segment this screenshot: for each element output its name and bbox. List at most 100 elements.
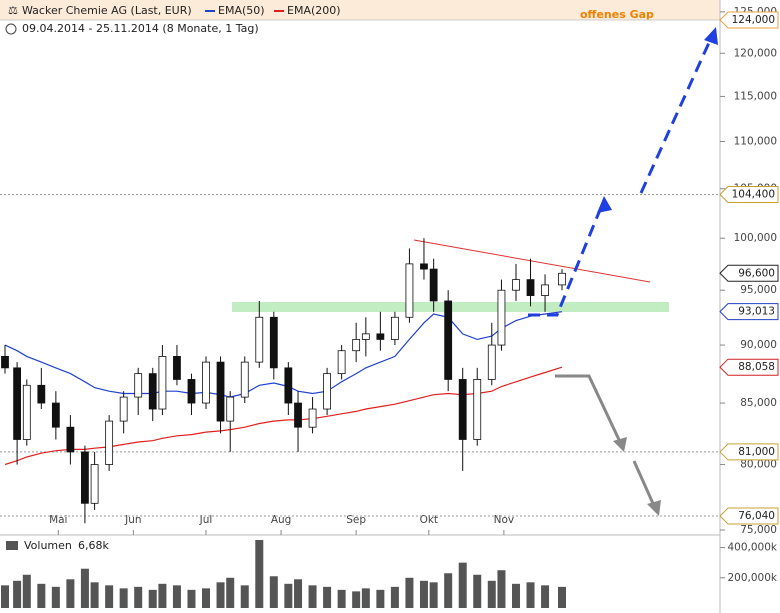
candle-body — [308, 408, 317, 428]
y-tick-label: 200,000k — [727, 572, 777, 584]
volume-bar — [526, 582, 535, 608]
arrow-head — [647, 500, 661, 516]
arrow-head — [613, 437, 627, 452]
price-label: 96,600 — [738, 267, 775, 279]
candle-body — [352, 339, 361, 352]
scenario-arrow — [555, 374, 623, 445]
x-tick-label: Mai — [49, 514, 67, 526]
candle-body — [216, 361, 225, 422]
ema-line — [4, 311, 563, 398]
annotation: offenes Gap — [580, 8, 654, 21]
candle-body — [269, 316, 278, 369]
scenario-arrow — [528, 204, 604, 317]
volume-bar — [216, 582, 225, 608]
price-label: 93,013 — [738, 306, 775, 318]
volume-bar — [352, 591, 361, 608]
volume-bar — [172, 585, 181, 608]
volume-bar — [148, 589, 157, 608]
candle-body — [284, 367, 293, 404]
candle-body — [13, 367, 22, 440]
candle-body — [37, 384, 46, 404]
price-marker — [719, 443, 779, 461]
price-marker — [719, 358, 779, 376]
candle-body — [255, 316, 264, 363]
volume-bar — [1, 585, 9, 608]
volume-title: Volumen — [24, 539, 72, 552]
y-tick-label: 90,000 — [740, 339, 777, 351]
scenario-arrow — [632, 460, 657, 509]
volume-bar — [37, 583, 46, 608]
candle-body — [134, 373, 143, 398]
volume-bar — [487, 580, 496, 608]
candle-body — [148, 373, 157, 410]
clock-icon — [5, 23, 17, 35]
candle-body — [526, 279, 535, 296]
price-marker — [719, 186, 779, 204]
volume-bar — [202, 588, 211, 608]
volume-bar — [376, 589, 385, 608]
volume-bar — [22, 574, 31, 608]
volume-bar — [187, 589, 196, 608]
price-marker — [719, 264, 779, 282]
x-tick-label: Aug — [271, 514, 292, 526]
candle-body — [81, 451, 89, 504]
volume-bar — [458, 562, 467, 608]
arrow-head — [704, 27, 718, 45]
y-tick-label: 400,000k — [727, 542, 777, 554]
volume-bar — [255, 540, 264, 608]
candle-body — [323, 373, 331, 410]
candle-body — [173, 355, 181, 380]
volume-bar — [473, 574, 482, 608]
x-tick-label: Nov — [494, 514, 515, 526]
candle-body — [105, 420, 114, 465]
candle-body — [158, 355, 167, 410]
candle-body — [294, 402, 302, 428]
candle-body — [390, 316, 399, 340]
candle-body — [541, 284, 549, 296]
volume-bar — [337, 589, 346, 608]
volume-bar — [405, 577, 414, 608]
legend-label: EMA(200) — [287, 4, 341, 17]
candle-body — [512, 279, 520, 291]
icon: ⚖ — [8, 4, 18, 17]
candle-body — [458, 379, 467, 440]
volume-bar — [558, 586, 566, 608]
volume-bar — [105, 585, 114, 608]
volume-bar — [119, 588, 128, 608]
x-tick-label: Sep — [346, 514, 366, 526]
volume-bar — [541, 585, 550, 608]
legend-label: EMA(50) — [218, 4, 265, 17]
x-tick-label: Okt — [420, 514, 438, 526]
price-label: 76,040 — [738, 510, 775, 522]
chart-subtitle: 09.04.2014 - 25.11.2014 (8 Monate, 1 Tag… — [22, 22, 259, 35]
volume-icon — [6, 541, 18, 550]
volume-bar — [419, 580, 428, 608]
volume-bar — [444, 573, 453, 608]
volume-last: 6,68k — [78, 539, 109, 552]
candle-body — [202, 361, 210, 404]
volume-bar — [158, 583, 167, 608]
candle-body — [90, 464, 99, 504]
candle-body — [558, 272, 566, 286]
candle-body — [22, 384, 31, 440]
candle-body — [240, 361, 249, 398]
price-label: 104,400 — [732, 189, 775, 201]
volume-bar — [294, 579, 303, 608]
y-tick-label: 85,000 — [740, 397, 777, 409]
candle-body — [497, 289, 506, 346]
price-marker — [719, 303, 779, 321]
volume-bar — [323, 586, 332, 608]
candle-body — [66, 426, 75, 453]
candle-body — [361, 333, 370, 340]
price-marker — [719, 507, 779, 525]
y-tick-label: 75,000 — [740, 524, 777, 536]
volume-bar — [134, 586, 143, 608]
y-tick-label: 95,000 — [740, 284, 777, 296]
scenario-arrow — [639, 35, 714, 194]
arrow-head — [597, 196, 612, 213]
x-tick-label: Jun — [124, 514, 141, 526]
candle-body — [487, 344, 496, 380]
volume-bar — [361, 588, 370, 608]
header-bar — [0, 0, 720, 20]
